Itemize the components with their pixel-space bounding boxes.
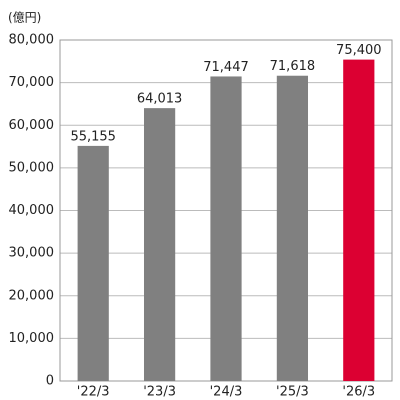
x-tick-label: '23/3 bbox=[143, 385, 176, 400]
bar bbox=[276, 75, 309, 381]
y-tick-label: 30,000 bbox=[9, 246, 55, 261]
bar bbox=[343, 59, 375, 382]
value-label: 71,447 bbox=[203, 60, 249, 75]
unit-label: (億円) bbox=[8, 11, 41, 25]
x-tick-label: '25/3 bbox=[276, 385, 309, 400]
x-tick-label: '26/3 bbox=[342, 385, 375, 400]
y-tick-label: 70,000 bbox=[9, 75, 55, 90]
y-tick-label: 20,000 bbox=[9, 288, 55, 303]
value-label: 75,400 bbox=[336, 43, 382, 58]
x-tick-label: '22/3 bbox=[77, 385, 110, 400]
y-tick-label: 50,000 bbox=[9, 160, 55, 175]
value-label: 55,155 bbox=[70, 129, 116, 144]
bar bbox=[77, 145, 109, 381]
y-tick-label: 40,000 bbox=[9, 203, 55, 218]
y-tick-label: 80,000 bbox=[9, 33, 55, 48]
y-tick-label: 60,000 bbox=[9, 118, 55, 133]
value-label: 71,618 bbox=[270, 59, 316, 74]
value-label: 64,013 bbox=[137, 92, 183, 107]
bar bbox=[210, 76, 242, 382]
bar bbox=[143, 108, 176, 381]
x-tick-label: '24/3 bbox=[210, 385, 243, 400]
y-tick-label: 0 bbox=[46, 374, 54, 389]
y-tick-label: 10,000 bbox=[9, 331, 55, 346]
